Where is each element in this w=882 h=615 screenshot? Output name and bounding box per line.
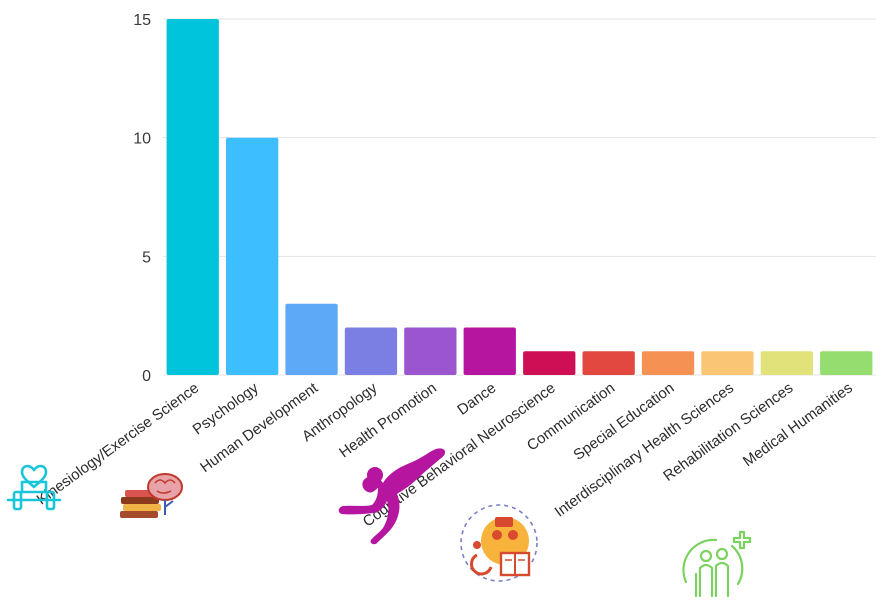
- y-tick-label: 10: [133, 131, 151, 148]
- bar: [404, 327, 457, 375]
- y-tick-label: 0: [142, 368, 151, 385]
- grid-lines: [163, 18, 876, 376]
- dancer-icon: [338, 448, 446, 545]
- special-education-icon: [460, 504, 538, 582]
- bar: [701, 351, 754, 375]
- bar: [285, 303, 338, 375]
- bar: [523, 351, 576, 375]
- y-tick-label: 5: [142, 249, 151, 266]
- rehabilitation-icon: [682, 530, 752, 598]
- x-tick-label: Special Education: [570, 379, 677, 463]
- bar: [641, 351, 695, 375]
- bar: [582, 351, 635, 375]
- bar: [820, 351, 873, 375]
- bar: [166, 19, 219, 375]
- brain-books-icon: [120, 473, 183, 518]
- bar: [226, 137, 279, 375]
- dumbbell-heart-icon: [6, 464, 62, 511]
- y-tick-label: 15: [133, 12, 151, 29]
- bar: [344, 327, 398, 375]
- x-tick-label: Medical Humanities: [740, 379, 856, 470]
- bar: [760, 351, 813, 375]
- x-tick-label: Health Promotion: [336, 379, 440, 461]
- bar: [463, 327, 516, 375]
- y-axis-ticks: 0 5 10 15: [133, 12, 151, 385]
- x-tick-label: Dance: [454, 379, 499, 418]
- bars: [166, 19, 873, 375]
